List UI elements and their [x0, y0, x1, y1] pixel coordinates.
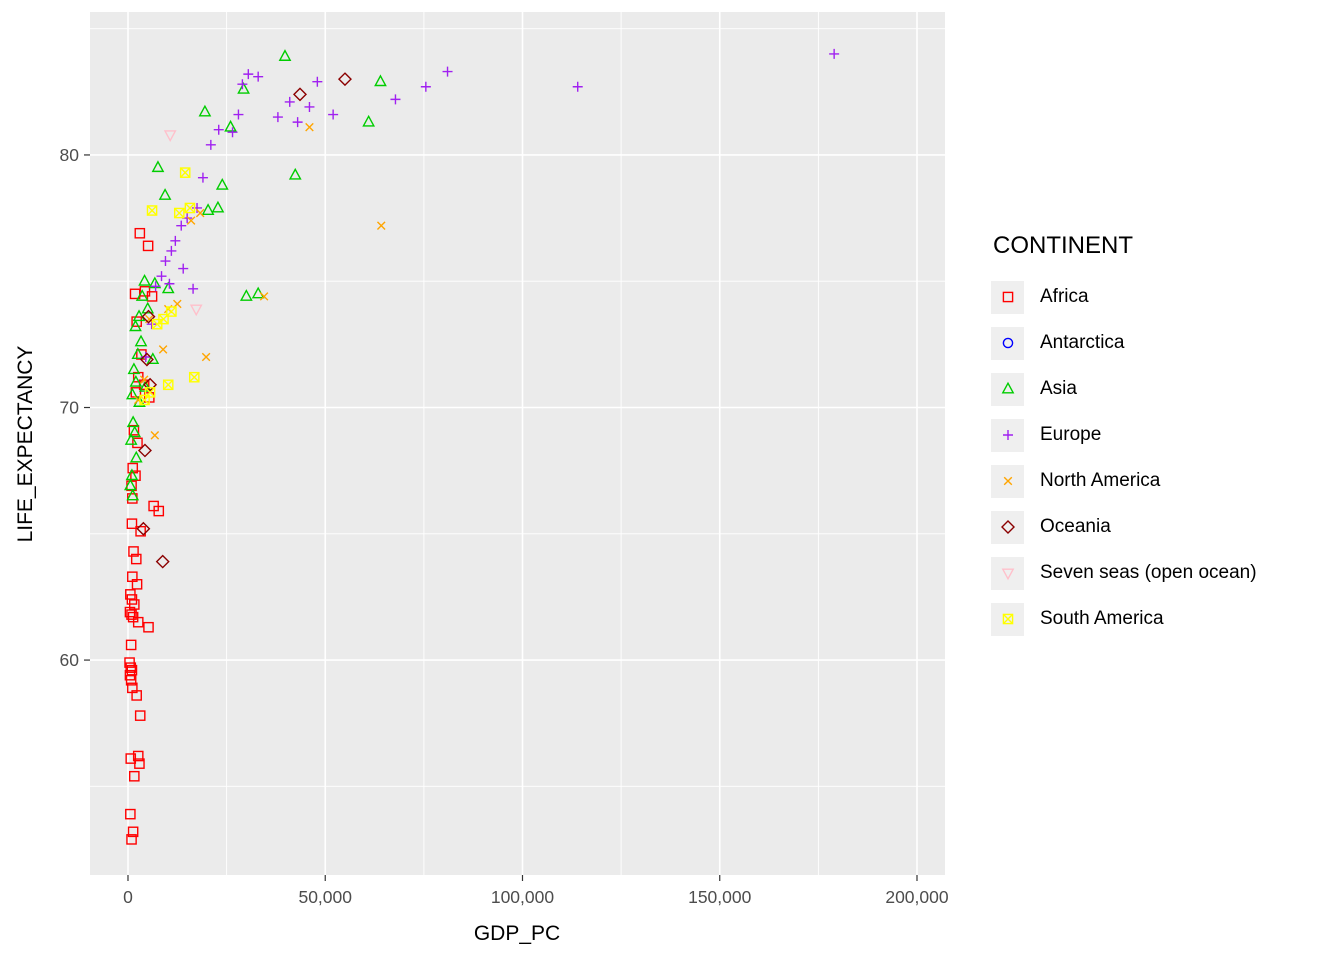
x-tick-label: 150,000 [688, 887, 752, 907]
legend-title: CONTINENT [993, 232, 1133, 259]
legend-items: Africa Antarctica Asia Europe North America O… [991, 274, 1257, 642]
series-seven-seas-open-ocean [163, 130, 203, 317]
legend-item-south-america: South America [991, 596, 1257, 642]
legend-item-oceania: Oceania [991, 504, 1257, 550]
legend-item-seven-seas-open-ocean: Seven seas (open ocean) [991, 550, 1257, 596]
y-axis-title: LIFE_EXPECTANCY [14, 345, 37, 543]
series-oceania [136, 72, 352, 569]
legend: CONTINENT Africa Antarctica Asia Europe Nort… [991, 232, 1257, 642]
legend-label-south-america: South America [1040, 608, 1164, 629]
x-axis-title: GDP_PC [473, 922, 561, 945]
x-tick-label: 200,000 [885, 887, 949, 907]
legend-label-asia: Asia [1040, 378, 1077, 399]
series-europe [140, 48, 840, 362]
legend-item-asia: Asia [991, 366, 1257, 412]
y-tick-label: 60 [60, 650, 80, 670]
legend-label-antarctica: Antarctica [1040, 332, 1125, 353]
series-south-america [139, 167, 200, 406]
y-tick-label: 80 [60, 145, 80, 165]
series-asia [123, 49, 387, 501]
legend-key-north-america-icon [991, 464, 1024, 498]
legend-key-oceania-icon [991, 510, 1024, 544]
legend-key-asia-icon [991, 372, 1024, 406]
legend-key-europe-icon [991, 418, 1024, 452]
legend-label-europe: Europe [1040, 424, 1102, 445]
legend-key-south-america-icon [991, 602, 1024, 636]
plot-panel [90, 12, 945, 875]
legend-key-antarctica-icon [991, 326, 1024, 360]
legend-key-seven-seas-open-ocean-icon [991, 556, 1024, 590]
x-tick-label: 0 [123, 887, 133, 907]
x-tick-label: 50,000 [298, 887, 352, 907]
legend-item-antarctica: Antarctica [991, 320, 1257, 366]
y-tick-label: 70 [60, 398, 80, 418]
legend-key-africa-icon [991, 280, 1024, 314]
x-tick-label: 100,000 [491, 887, 555, 907]
legend-item-north-america: North America [991, 458, 1257, 504]
legend-label-africa: Africa [1040, 286, 1089, 307]
series-north-america [133, 122, 386, 440]
legend-label-oceania: Oceania [1040, 516, 1111, 537]
legend-item-europe: Europe [991, 412, 1257, 458]
legend-item-africa: Africa [991, 274, 1257, 320]
legend-label-seven-seas-open-ocean: Seven seas (open ocean) [1040, 562, 1257, 583]
legend-label-north-america: North America [1040, 470, 1161, 491]
